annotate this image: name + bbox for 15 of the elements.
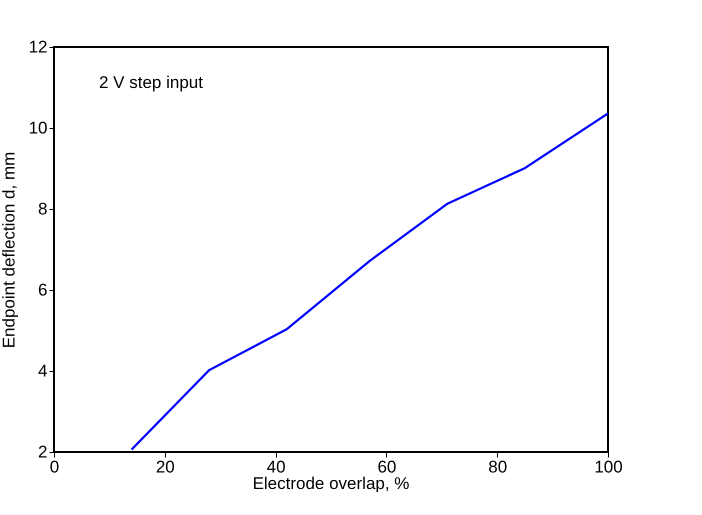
x-tick-label: 100	[594, 458, 623, 476]
annotation: 2 V step input	[99, 73, 204, 92]
y-tick-label: 10	[28, 118, 48, 138]
y-tick-label: 4	[38, 362, 48, 380]
y-tick-label: 6	[38, 280, 48, 300]
x-tick-label: 80	[488, 458, 508, 476]
x-tick-label: 60	[377, 458, 396, 476]
x-tick-label: 40	[266, 458, 286, 476]
y-tick-label: 2	[38, 442, 48, 462]
y-tick-label: 8	[38, 200, 48, 218]
y-tick-label: 12	[28, 38, 48, 56]
x-tick-label: 20	[156, 458, 175, 476]
x-tick-label: 0	[50, 458, 60, 476]
y-axis-title: Endpoint deflection d, mm	[0, 152, 19, 348]
line-series	[130, 112, 610, 451]
